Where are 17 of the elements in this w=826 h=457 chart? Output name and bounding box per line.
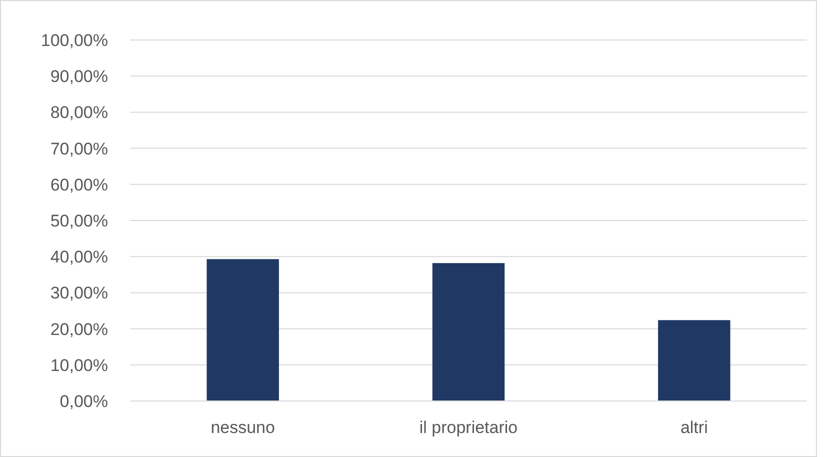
- bar: [206, 259, 279, 401]
- y-tick-label: 10,00%: [50, 356, 108, 375]
- y-tick-label: 90,00%: [50, 67, 108, 86]
- y-tick-label: 20,00%: [50, 320, 108, 339]
- y-tick-label: 30,00%: [50, 284, 108, 303]
- y-tick-label: 100,00%: [40, 30, 108, 50]
- x-tick-label: nessuno: [210, 418, 275, 437]
- y-tick-label: 70,00%: [50, 139, 108, 158]
- y-tick-label: 60,00%: [50, 175, 108, 194]
- bar: [658, 320, 730, 401]
- y-tick-label: 80,00%: [50, 103, 108, 122]
- x-tick-label: il proprietario: [419, 418, 518, 437]
- y-tick-label: 0,00%: [60, 392, 108, 411]
- bar: [432, 263, 505, 401]
- y-tick-label: 50,00%: [50, 211, 108, 230]
- y-tick-label: 40,00%: [50, 248, 108, 267]
- x-tick-label: altri: [680, 418, 708, 437]
